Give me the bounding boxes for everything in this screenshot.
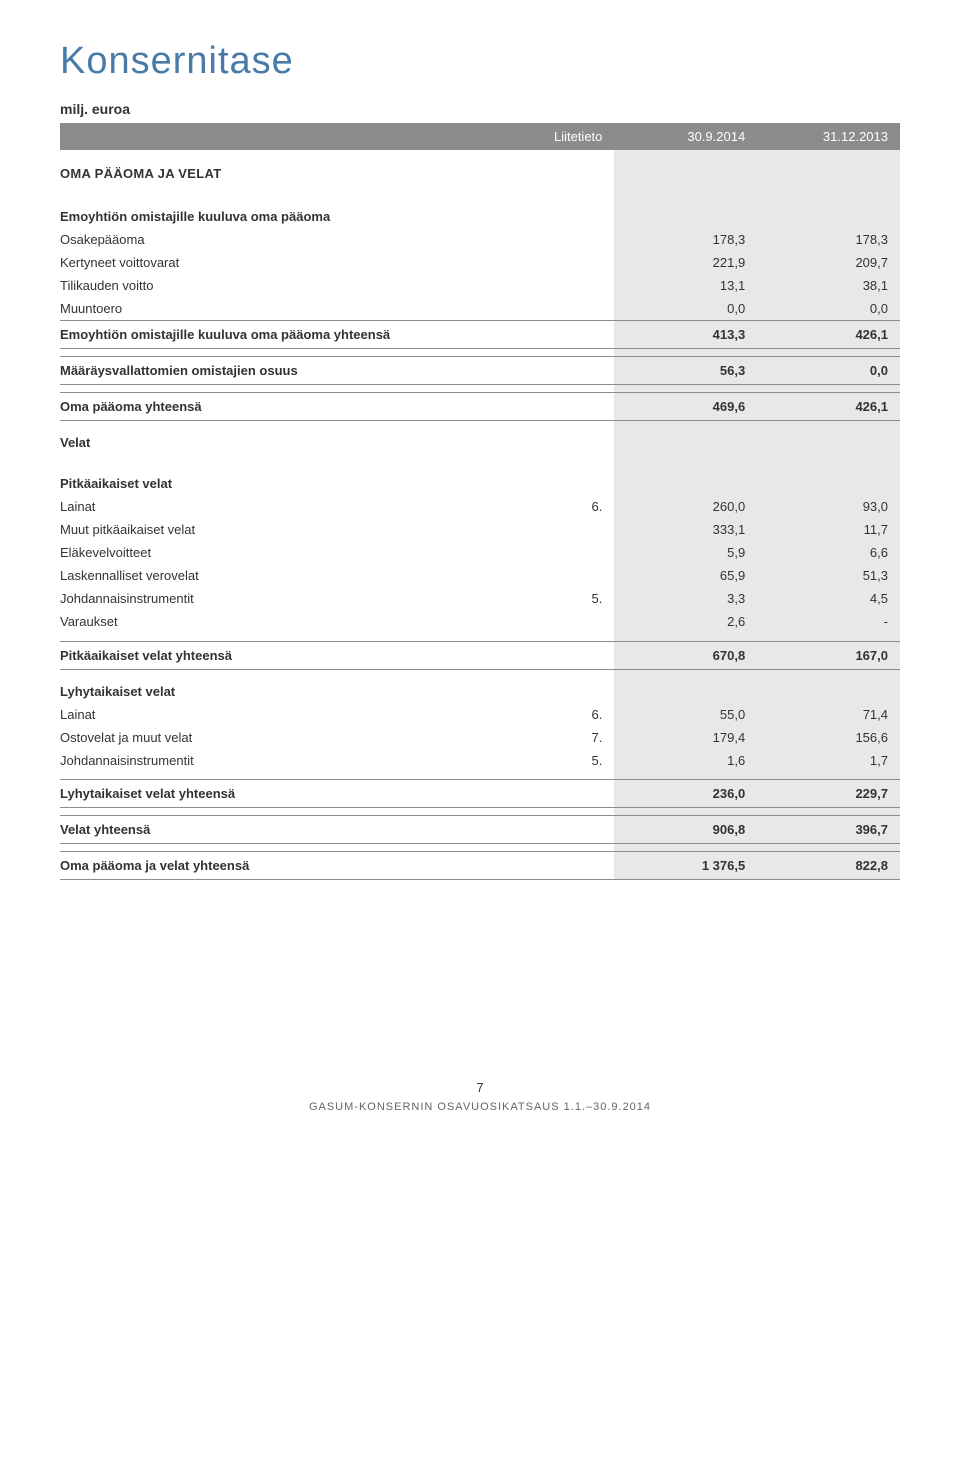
table-row: Lainat6.55,071,4 [60,703,900,726]
heading-equity-parent: Emoyhtiön omistajille kuuluva oma pääoma [60,195,547,228]
heading-shortterm: Lyhytaikaiset velat [60,669,547,703]
table-row: Ostovelat ja muut velat7.179,4156,6 [60,726,900,749]
table-row: Muuntoero0,00,0 [60,297,900,321]
table-row: Lainat6.260,093,0 [60,495,900,518]
row-longterm-total: Pitkäaikaiset velat yhteensä 670,8 167,0 [60,641,900,669]
section-equity-liab: OMA PÄÄOMA JA VELAT [60,150,547,187]
row-grand-total: Oma pääoma ja velat yhteensä 1 376,5 822… [60,852,900,880]
col-header-1: 30.9.2014 [614,123,757,150]
table-row: Muut pitkäaikaiset velat333,111,7 [60,518,900,541]
table-row: Johdannaisinstrumentit5.1,61,7 [60,749,900,772]
heading-longterm: Pitkäaikaiset velat [60,462,547,495]
table-row: Tilikauden voitto13,138,1 [60,274,900,297]
row-shortterm-total: Lyhytaikaiset velat yhteensä 236,0 229,7 [60,780,900,808]
table-row: Osakepääoma178,3178,3 [60,228,900,251]
row-equity-parent-total: Emoyhtiön omistajille kuuluva oma pääoma… [60,321,900,349]
table-row: Kertyneet voittovarat221,9209,7 [60,251,900,274]
page-title: Konsernitase [60,40,900,83]
table-row: Johdannaisinstrumentit5.3,34,5 [60,587,900,610]
page-footer: 7 GASUM-KONSERNIN OSAVUOSIKATSAUS 1.1.–3… [60,1080,900,1113]
row-minority: Määräysvallattomien omistajien osuus 56,… [60,357,900,385]
table-header-row: Liitetieto 30.9.2014 31.12.2013 [60,123,900,150]
footer-text: GASUM-KONSERNIN OSAVUOSIKATSAUS 1.1.–30.… [60,1101,900,1113]
row-equity-total: Oma pääoma yhteensä 469,6 426,1 [60,393,900,421]
table-row: Laskennalliset verovelat65,951,3 [60,564,900,587]
heading-liabilities: Velat [60,421,547,455]
footer-page-number: 7 [60,1080,900,1095]
row-liab-total: Velat yhteensä 906,8 396,7 [60,816,900,844]
page-subtitle: milj. euroa [60,101,900,117]
col-header-note: Liitetieto [547,123,614,150]
col-header-2: 31.12.2013 [757,123,900,150]
table-row: Varaukset2,6- [60,610,900,633]
table-row: Eläkevelvoitteet5,96,6 [60,541,900,564]
balance-table: Liitetieto 30.9.2014 31.12.2013 OMA PÄÄO… [60,123,900,880]
